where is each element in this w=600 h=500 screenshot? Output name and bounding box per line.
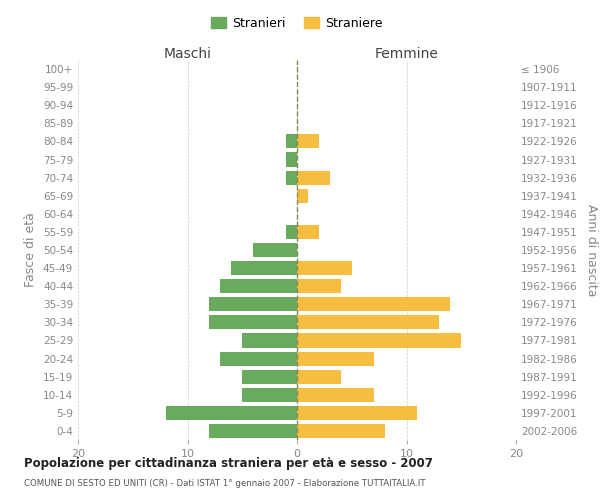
Text: Popolazione per cittadinanza straniera per età e sesso - 2007: Popolazione per cittadinanza straniera p… bbox=[24, 458, 433, 470]
Bar bbox=[286, 170, 297, 184]
Bar bbox=[297, 334, 461, 347]
Bar bbox=[286, 225, 297, 239]
Bar bbox=[166, 406, 297, 420]
Bar bbox=[297, 170, 330, 184]
Bar bbox=[297, 424, 385, 438]
Bar bbox=[297, 261, 352, 275]
Bar bbox=[209, 424, 297, 438]
Bar bbox=[297, 297, 450, 312]
Bar bbox=[297, 225, 319, 239]
Bar bbox=[220, 279, 297, 293]
Bar bbox=[297, 370, 341, 384]
Bar bbox=[209, 297, 297, 312]
Y-axis label: Fasce di età: Fasce di età bbox=[25, 212, 37, 288]
Bar bbox=[297, 316, 439, 330]
Text: Maschi: Maschi bbox=[163, 47, 212, 61]
Bar bbox=[253, 243, 297, 257]
Bar bbox=[297, 352, 374, 366]
Bar bbox=[297, 134, 319, 148]
Bar bbox=[286, 134, 297, 148]
Bar bbox=[297, 188, 308, 203]
Bar bbox=[297, 279, 341, 293]
Bar bbox=[209, 316, 297, 330]
Bar bbox=[220, 352, 297, 366]
Bar bbox=[242, 388, 297, 402]
Bar bbox=[297, 406, 418, 420]
Text: COMUNE DI SESTO ED UNITI (CR) - Dati ISTAT 1° gennaio 2007 - Elaborazione TUTTAI: COMUNE DI SESTO ED UNITI (CR) - Dati IST… bbox=[24, 479, 425, 488]
Bar bbox=[242, 370, 297, 384]
Text: Femmine: Femmine bbox=[374, 47, 439, 61]
Bar bbox=[297, 388, 374, 402]
Bar bbox=[286, 152, 297, 166]
Bar bbox=[242, 334, 297, 347]
Legend: Stranieri, Straniere: Stranieri, Straniere bbox=[207, 13, 387, 34]
Y-axis label: Anni di nascita: Anni di nascita bbox=[584, 204, 598, 296]
Bar bbox=[232, 261, 297, 275]
